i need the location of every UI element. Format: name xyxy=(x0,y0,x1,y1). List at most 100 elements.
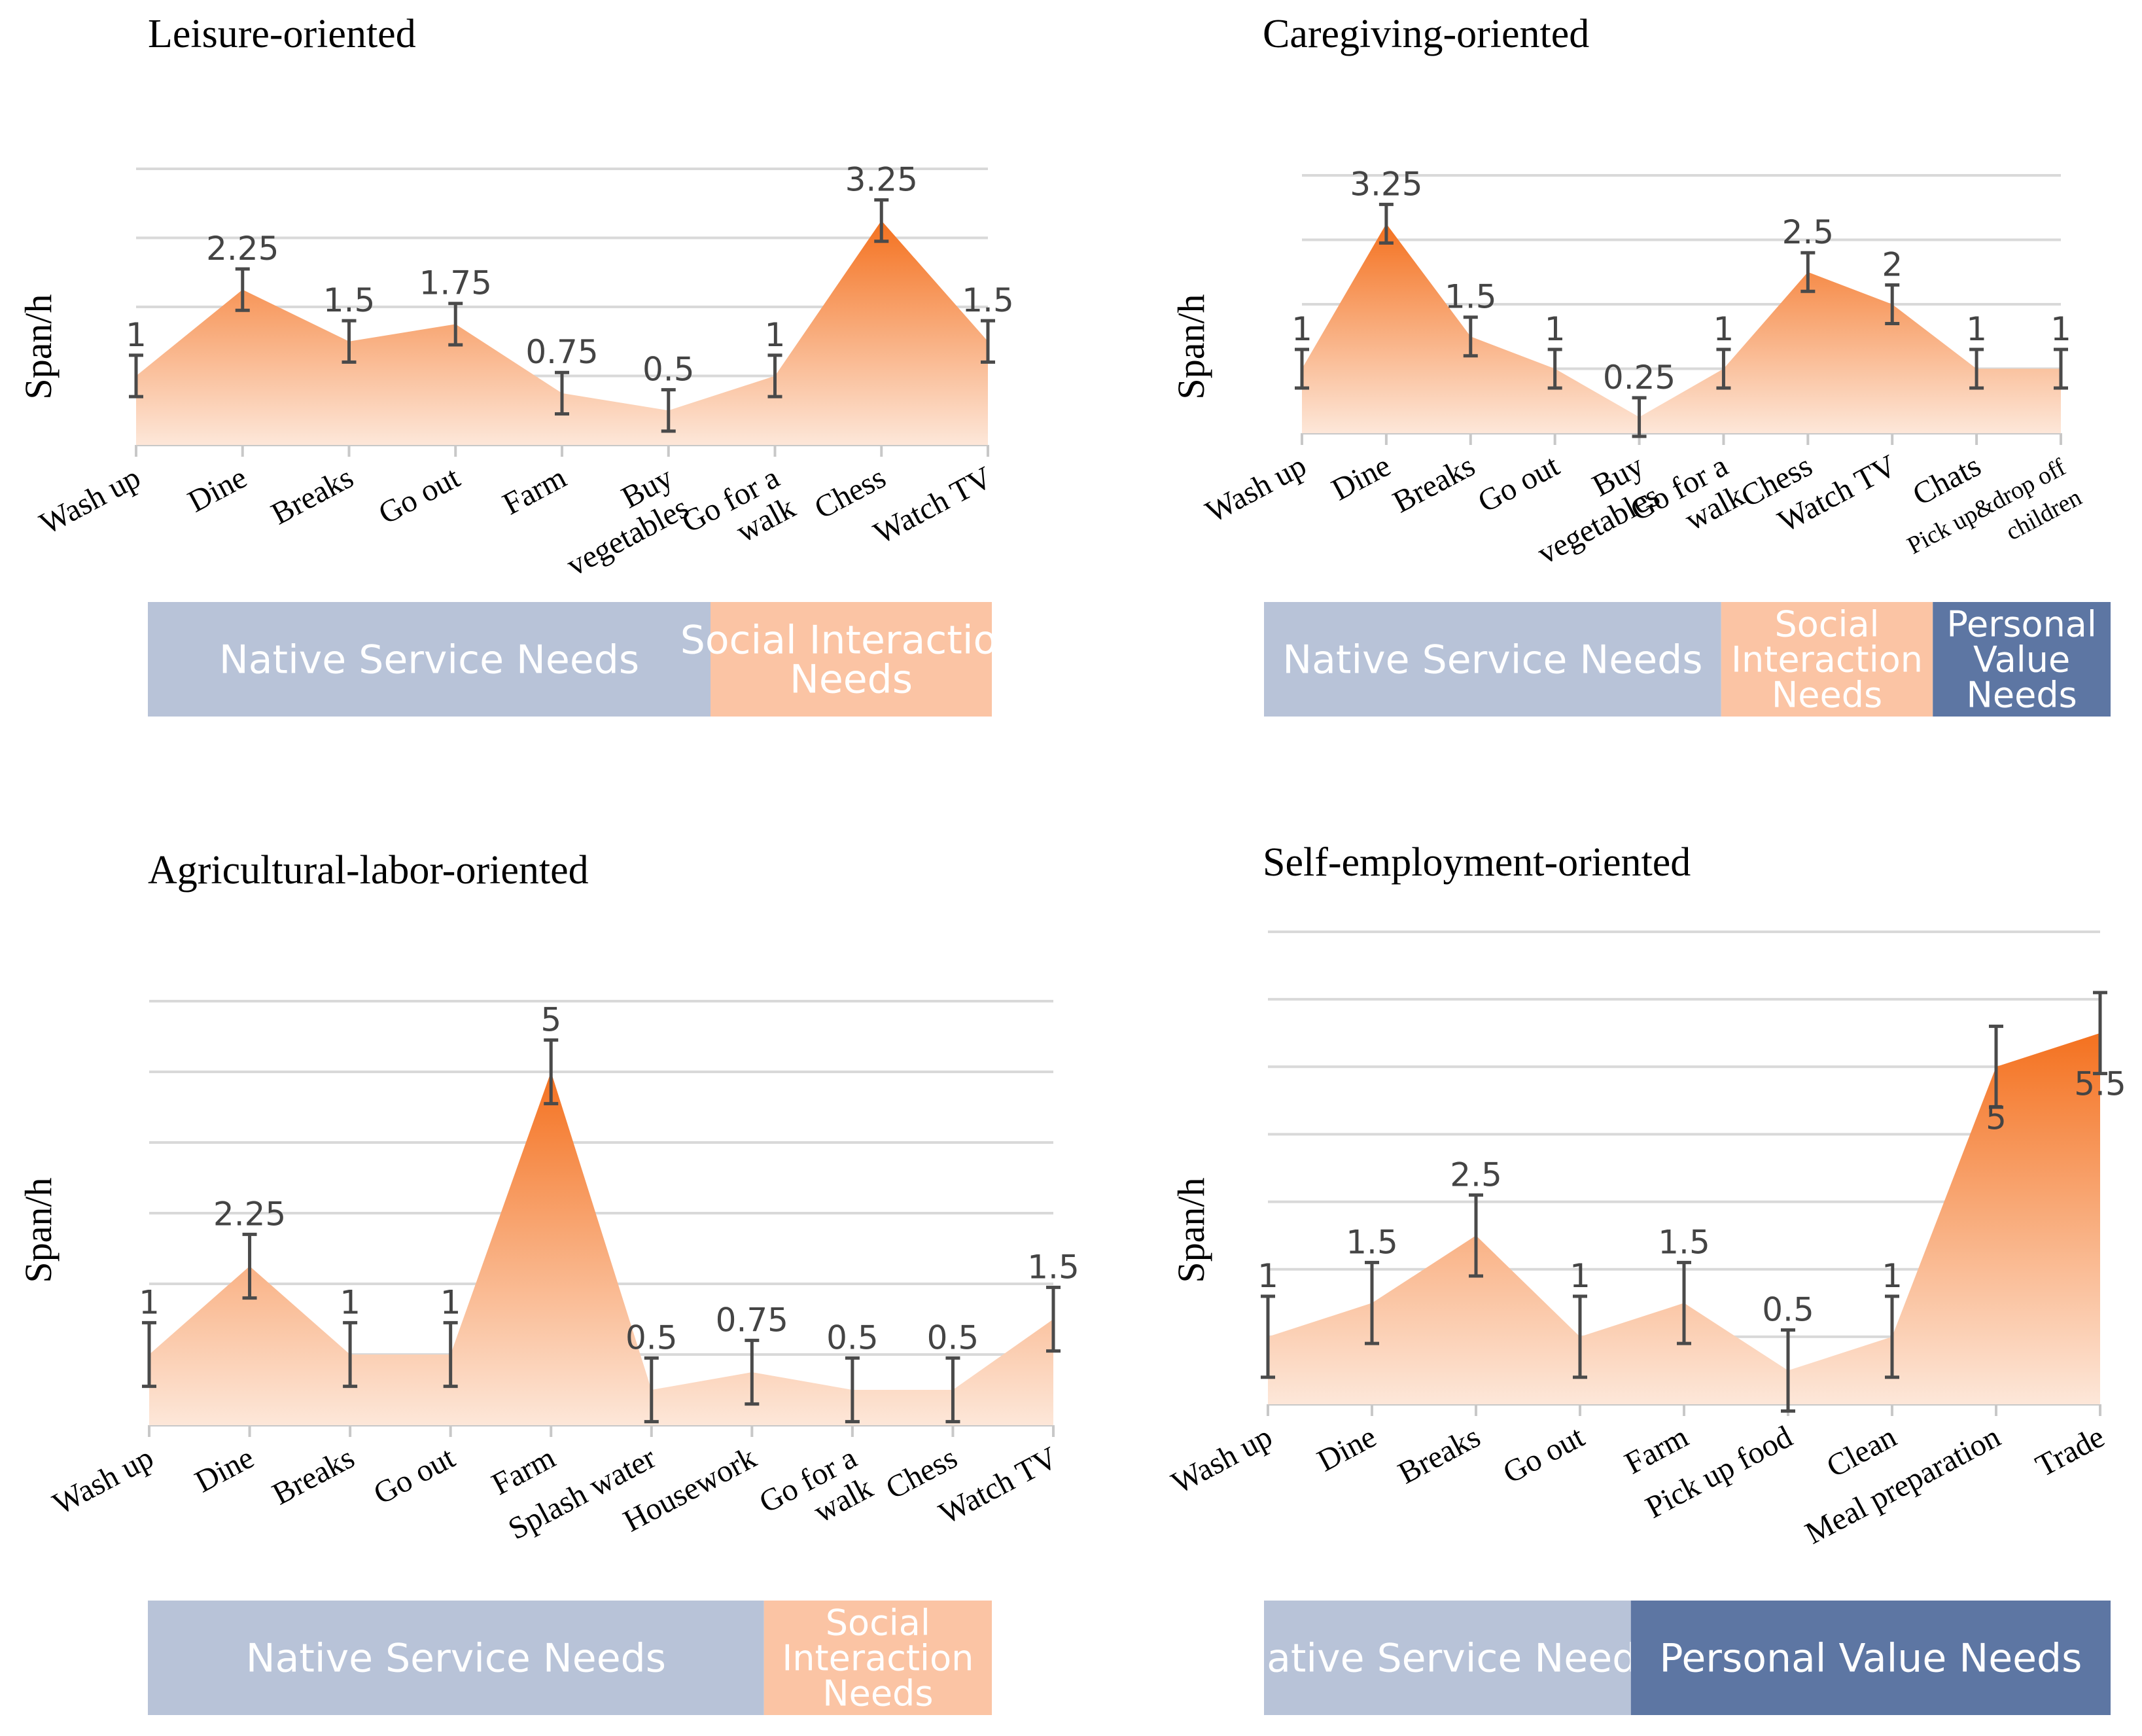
error-bar xyxy=(1800,251,1816,293)
data-label: 2.5 xyxy=(1450,1156,1502,1194)
area-series xyxy=(149,1072,1053,1425)
error-bar xyxy=(1969,347,1984,390)
x-tick-label: Dine xyxy=(183,460,253,520)
data-label: 1.5 xyxy=(323,281,376,319)
data-label: 1 xyxy=(1570,1257,1590,1295)
data-label: 1 xyxy=(340,1283,360,1321)
x-tick-label: Dine xyxy=(189,1440,259,1500)
chart-agricultural: Agricultural-labor-oriented Span/h 1 Wash… xyxy=(17,848,1080,1715)
error-bar xyxy=(1295,347,1309,390)
area-series xyxy=(1268,1033,2100,1404)
x-tick-label: Wash up xyxy=(1166,1419,1278,1500)
data-label: 0.25 xyxy=(1603,359,1676,397)
chart-title: Leisure-oriented xyxy=(148,12,416,56)
need-band-label: Native Service Needs xyxy=(1282,637,1702,683)
need-band-native: Native Service Needs xyxy=(148,1601,764,1715)
error-bar xyxy=(443,1320,458,1389)
need-band-label: Personal Value Needs xyxy=(1946,603,2097,715)
data-label: 2.25 xyxy=(213,1195,286,1233)
x-tick-label: Buyvegetables xyxy=(545,460,694,583)
error-bar xyxy=(1463,315,1478,358)
x-tick-label: Breaks xyxy=(1393,1419,1486,1491)
x-tick-label: Trade xyxy=(2030,1419,2110,1484)
chart-self-employment: Self-employment-oriented Span/h 1 Wash up… xyxy=(1166,840,2126,1715)
data-label: 2.25 xyxy=(206,230,279,268)
x-tick-label: Watch TV xyxy=(868,460,998,551)
plot-area: 1 Wash up 2.25 Dine 1.5 Breaks 1.75 Go out 0.75 F… xyxy=(34,160,1022,717)
y-axis-label: Span/h xyxy=(1170,1177,1212,1283)
error-bar xyxy=(874,198,889,243)
data-label: 0.5 xyxy=(826,1319,879,1356)
data-label: 1.5 xyxy=(962,281,1014,319)
x-tick-label: Go for awalk xyxy=(676,460,801,570)
x-tick-label: Meal preparation xyxy=(1800,1419,2007,1551)
y-axis-label: Span/h xyxy=(17,294,60,399)
error-bar xyxy=(1632,396,1647,438)
error-bar xyxy=(1365,1260,1379,1345)
x-tick-label: Wash up xyxy=(1200,448,1312,529)
x-tick-label: Dine xyxy=(1312,1419,1382,1479)
chart-caregiving: Caregiving-oriented Span/h 1 Wash up 3.25 D… xyxy=(1170,12,2111,717)
need-band-label: Social Interaction Needs xyxy=(782,1602,974,1714)
data-label: 0.5 xyxy=(642,351,695,389)
data-label: 2 xyxy=(1882,245,1903,283)
data-label: 1 xyxy=(765,316,786,354)
x-tick-label: Go out xyxy=(1498,1419,1590,1491)
area-series xyxy=(1302,223,2061,433)
error-bar xyxy=(555,370,569,416)
x-tick-label: Wash up xyxy=(34,460,146,541)
error-bar xyxy=(945,1356,960,1424)
data-label: 1.5 xyxy=(1346,1223,1398,1261)
error-bar xyxy=(1885,283,1900,326)
need-band-native: Native Service Needs xyxy=(148,602,711,717)
data-label: 1 xyxy=(440,1283,461,1321)
error-bar xyxy=(1677,1260,1691,1345)
error-bar xyxy=(142,1320,156,1389)
error-bar xyxy=(1547,347,1562,390)
x-tick-label: Go out xyxy=(1472,448,1565,520)
data-label: 1.5 xyxy=(1445,278,1497,316)
need-band-label: Social Interaction Needs xyxy=(1731,603,1923,715)
y-axis-label: Span/h xyxy=(1170,294,1212,399)
error-bar xyxy=(1885,1294,1899,1379)
error-bar xyxy=(448,302,463,347)
x-tick-label: Go for awalk xyxy=(1625,448,1750,558)
data-label: 1 xyxy=(126,316,147,354)
need-band-social: Social Interaction Needs xyxy=(680,602,1022,717)
error-bar xyxy=(2093,991,2107,1076)
data-label: 1 xyxy=(1713,310,1734,348)
data-label: 1.75 xyxy=(419,264,492,302)
data-label: 1.5 xyxy=(1027,1248,1080,1286)
error-bar xyxy=(342,319,357,364)
data-label: 0.75 xyxy=(716,1301,788,1339)
data-label: 5.5 xyxy=(2074,1065,2126,1103)
data-label: 3.25 xyxy=(1350,165,1422,203)
need-band-native: Native Service Needs xyxy=(1264,602,1721,717)
y-axis-label: Span/h xyxy=(17,1177,60,1283)
error-bar xyxy=(343,1320,358,1389)
data-label: 5 xyxy=(1986,1099,2007,1137)
data-label: 2.5 xyxy=(1782,213,1835,251)
need-band-native: Native Service Needs xyxy=(1237,1601,1657,1715)
data-label: 1 xyxy=(1257,1257,1278,1295)
x-tick-label: Farm xyxy=(497,460,572,522)
data-label: 0.5 xyxy=(927,1319,979,1356)
x-tick-label: Breaks xyxy=(266,460,359,531)
x-tick-label: Breaks xyxy=(1387,448,1481,520)
need-band-social: Social Interaction Needs xyxy=(764,1601,992,1715)
error-bar xyxy=(1573,1294,1587,1379)
error-bar xyxy=(1716,347,1731,390)
data-label: 0.75 xyxy=(525,333,598,371)
data-label: 3.25 xyxy=(845,160,918,198)
need-band-personal: Personal Value Needs xyxy=(1630,1601,2111,1715)
x-tick-label: Dine xyxy=(1326,448,1396,508)
data-label: 1 xyxy=(1966,310,1987,348)
error-bar xyxy=(661,388,676,433)
data-label: 1.5 xyxy=(1658,1223,1710,1261)
need-band-label: Native Service Needs xyxy=(246,1636,666,1682)
need-band-label: Personal Value Needs xyxy=(1659,1636,2082,1682)
need-band-label: Native Service Needs xyxy=(219,637,639,683)
error-bar xyxy=(845,1356,860,1424)
